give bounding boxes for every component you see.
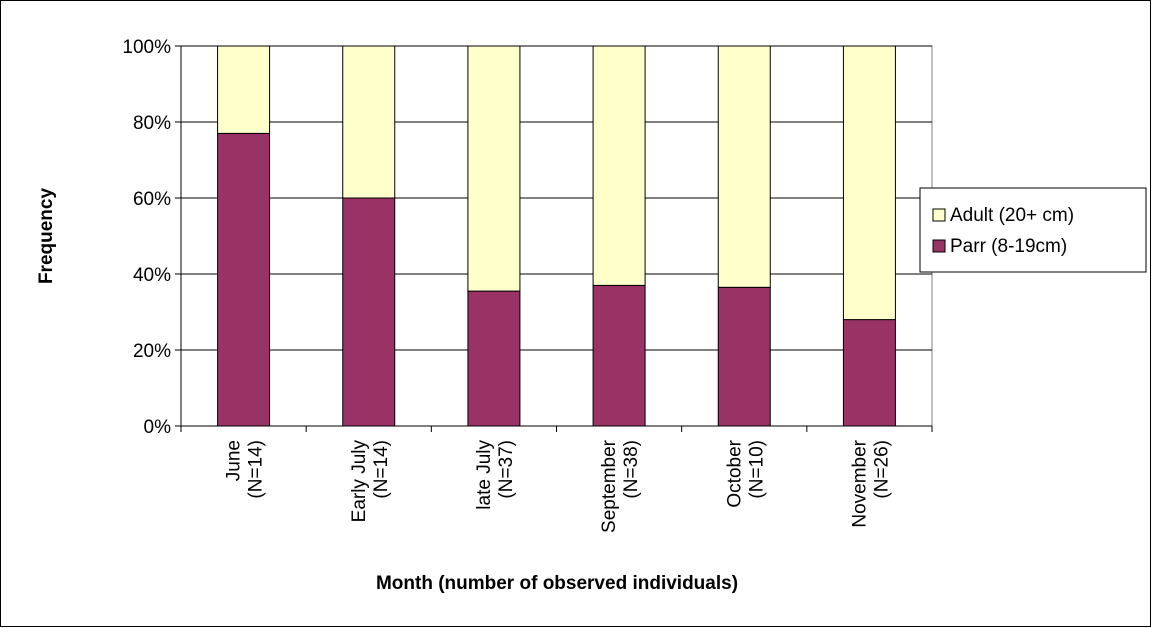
bar-parr-6 [842,319,896,427]
x-category-label-n: (N=10) [746,440,767,499]
x-category-label-n: (N=14) [371,440,392,499]
y-tick-label: 100% [122,37,171,58]
x-category-labels: June (N=14) Early July (N=14) late July (N=37… [224,439,893,533]
legend: Adult (20+ cm) Parr (8-19cm) [919,187,1147,273]
bar-adult-3 [467,45,521,292]
x-category-label: Early July [349,440,370,523]
x-category-label: November [849,439,870,527]
bar-parr-4 [592,284,646,427]
legend-label: Adult (20+ cm) [950,205,1074,226]
gridlines [181,45,932,351]
y-tick-label: 0% [144,417,172,438]
x-category-label-n: (N=38) [621,440,642,499]
legend-swatch [932,208,946,222]
x-axis-title: Month (number of observed individuals) [376,573,738,594]
y-tick-label: 80% [133,113,171,134]
y-tick-labels: 0% 20% 40% 60% 80% 100% [122,37,171,438]
y-tick-label: 60% [133,189,171,210]
x-category-label-n: (N=26) [871,440,892,499]
y-tick-label: 20% [133,341,171,362]
plot-area [180,45,933,427]
y-tick-label: 40% [133,265,171,286]
x-category-label: September [599,439,620,533]
legend-label: Parr (8-19cm) [950,236,1067,257]
bar-adult-2 [342,45,396,199]
bar-adult-1 [217,45,271,134]
x-category-label-n: (N=14) [246,440,267,499]
axes [175,45,933,432]
x-category-label: October [724,439,745,507]
bar-adult-6 [842,45,896,321]
bar-adult-4 [592,45,646,286]
legend-box [919,187,1147,273]
bar-parr-1 [217,132,271,427]
bar-parr-3 [467,290,521,427]
bar-adult-5 [717,45,771,288]
bar-parr-2 [342,197,396,427]
legend-swatch [932,239,946,253]
x-category-label: late July [474,440,495,510]
y-axis-title: Frequency [36,188,57,285]
bars [217,45,896,427]
x-category-label-n: (N=37) [496,440,517,499]
bar-parr-5 [717,286,771,427]
x-category-label: June [224,440,245,481]
